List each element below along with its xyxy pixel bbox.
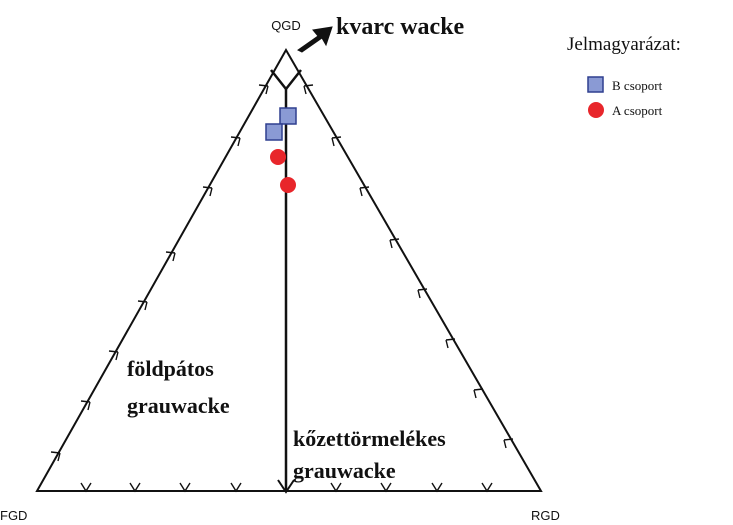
bottom-edge-ticks bbox=[80, 482, 493, 493]
vertex-label-top: QGD bbox=[271, 18, 301, 33]
field-label-lithic-line1: kőzettörmelékes bbox=[293, 426, 446, 451]
ternary-triangle bbox=[35, 47, 543, 492]
field-label-quartz-wacke: kvarc wacke bbox=[336, 14, 465, 40]
right-edge-ticks bbox=[303, 84, 514, 449]
divider-arrowhead bbox=[277, 479, 295, 494]
b-group-point bbox=[265, 123, 283, 141]
vertex-label-left: FGD bbox=[0, 508, 27, 523]
legend-label-b: B csoport bbox=[612, 78, 663, 93]
b-group-point bbox=[279, 107, 297, 125]
legend-title: Jelmagyarázat: bbox=[567, 34, 681, 55]
legend-label-a: A csoport bbox=[612, 103, 663, 118]
pointer-arrow bbox=[297, 26, 333, 53]
a-group-point bbox=[270, 149, 286, 165]
left-edge-ticks bbox=[50, 84, 269, 462]
field-label-feldspathic-line1: földpátos bbox=[127, 356, 214, 381]
field-label-lithic-line2: grauwacke bbox=[293, 458, 396, 483]
quartz-field-boundary bbox=[270, 69, 302, 92]
vertex-label-right: RGD bbox=[531, 508, 560, 523]
a-group-point bbox=[280, 177, 296, 193]
legend-circle-marker bbox=[588, 102, 604, 118]
legend: Jelmagyarázat: B csoport A csoport bbox=[567, 34, 681, 118]
legend-square-marker bbox=[587, 76, 604, 93]
field-label-feldspathic-line2: grauwacke bbox=[127, 393, 230, 418]
